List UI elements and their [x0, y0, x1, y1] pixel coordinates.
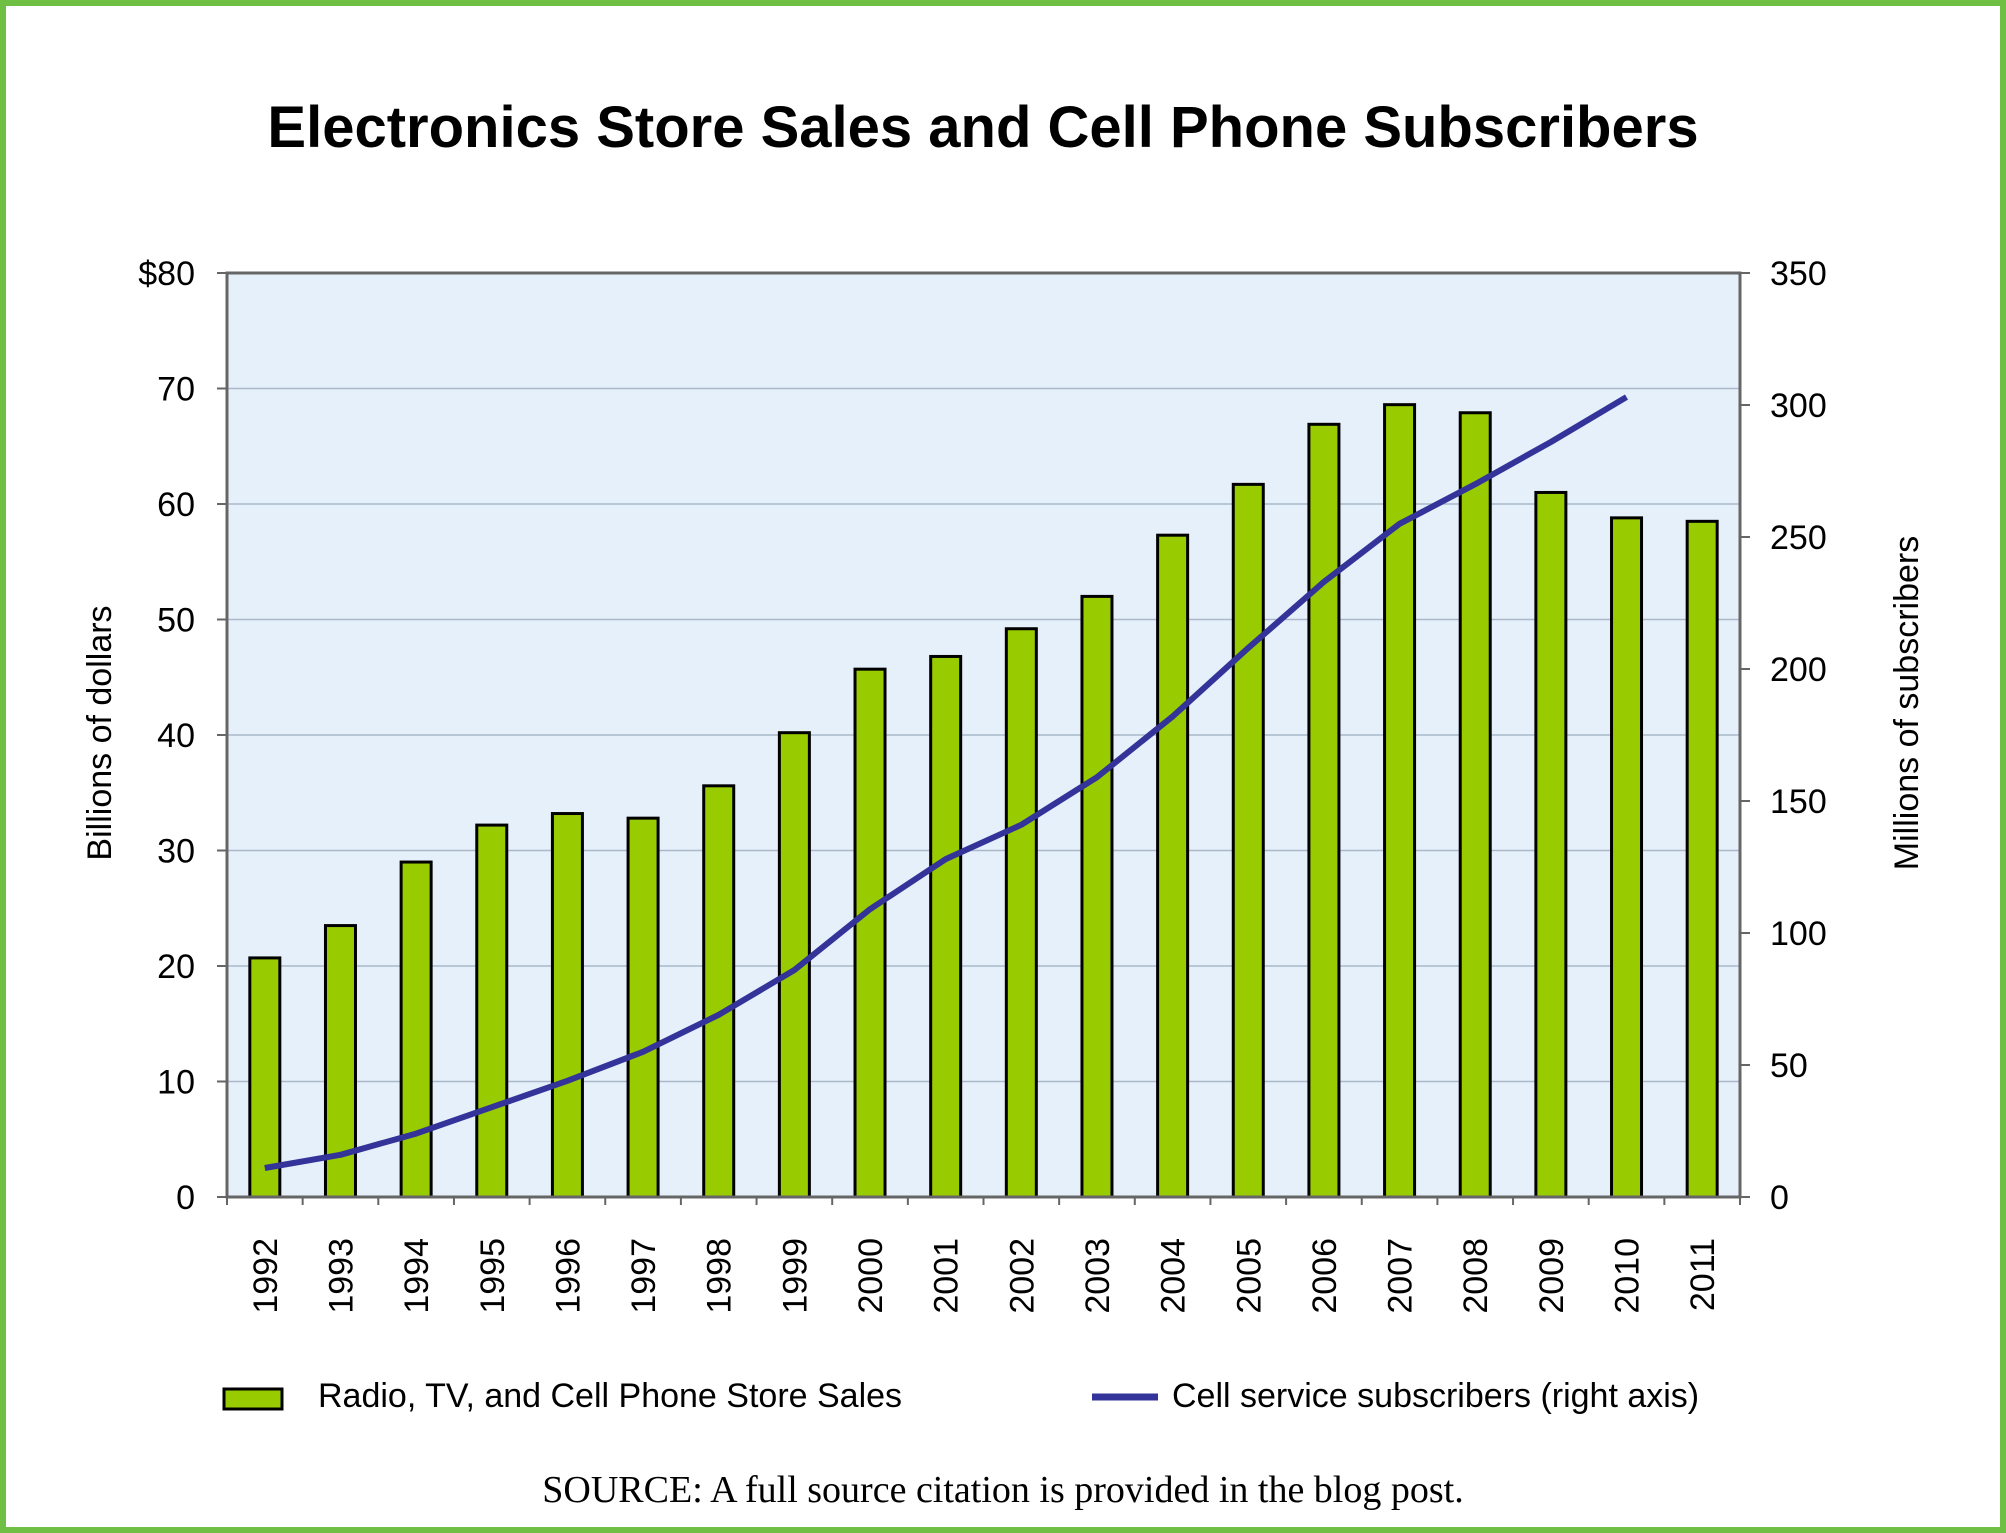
left-tick-label: 70 [157, 371, 195, 409]
right-axis-ticks: 0 50 100 150 200 250 300 350 [1740, 255, 1827, 1217]
x-tick-label: 1994 [398, 1238, 436, 1314]
bar-2006 [1307, 422, 1341, 1199]
legend-bar-swatch [222, 1387, 284, 1411]
x-tick-label: 2004 [1155, 1238, 1193, 1314]
left-tick-label: 0 [176, 1179, 195, 1217]
legend-bar-label: Radio, TV, and Cell Phone Store Sales [318, 1377, 902, 1415]
x-tick-label: 2011 [1684, 1238, 1722, 1311]
right-tick-label: 200 [1770, 651, 1827, 689]
x-tick-label: 2007 [1382, 1238, 1420, 1314]
left-tick-label: 50 [157, 602, 195, 640]
chart-title: Electronics Store Sales and Cell Phone S… [267, 95, 1698, 160]
bar-1994 [399, 860, 433, 1199]
bar-2010 [1610, 516, 1644, 1199]
x-tick-label: 2008 [1457, 1238, 1495, 1314]
legend: Radio, TV, and Cell Phone Store Sales Ce… [222, 1377, 1699, 1415]
right-axis-title: Millions of subscribers [1888, 536, 1926, 870]
bar-2000 [853, 667, 887, 1199]
left-tick-label: $80 [138, 255, 195, 293]
right-tick-label: 350 [1770, 255, 1827, 293]
right-tick-label: 0 [1770, 1179, 1789, 1217]
left-tick-label: 20 [157, 948, 195, 986]
bar-1995 [475, 823, 509, 1199]
bar-2002 [1004, 627, 1038, 1199]
right-tick-label: 50 [1770, 1047, 1808, 1085]
x-tick-label: 1995 [474, 1238, 512, 1314]
bar-2003 [1080, 594, 1114, 1199]
x-tick-label: 2006 [1306, 1238, 1344, 1314]
legend-line-label: Cell service subscribers (right axis) [1172, 1377, 1699, 1415]
right-tick-label: 100 [1770, 915, 1827, 953]
bar-1998 [702, 784, 736, 1199]
left-tick-label: 10 [157, 1064, 195, 1102]
right-tick-label: 150 [1770, 783, 1827, 821]
left-tick-label: 60 [157, 486, 195, 524]
x-tick-label: 1996 [549, 1238, 587, 1314]
bar-1996 [550, 812, 584, 1199]
x-tick-label: 2010 [1609, 1238, 1647, 1314]
x-tick-label: 2003 [1079, 1238, 1117, 1314]
bar-2005 [1231, 482, 1265, 1199]
bar-2004 [1156, 533, 1190, 1199]
x-tick-label: 1993 [323, 1238, 361, 1314]
subscribers-line [264, 394, 1629, 1171]
right-tick-label: 300 [1770, 387, 1827, 425]
x-tick-label: 2005 [1230, 1238, 1268, 1314]
x-tick-label: 1998 [701, 1238, 739, 1314]
right-tick-label: 250 [1770, 519, 1827, 557]
left-tick-label: 40 [157, 717, 195, 755]
x-tick-label: 2002 [1003, 1238, 1041, 1314]
bar-1997 [626, 816, 660, 1199]
left-axis-ticks: 0 10 20 30 40 50 60 70 $80 [138, 255, 227, 1217]
x-tick-label: 2000 [852, 1238, 890, 1314]
source-note: SOURCE: A full source citation is provid… [542, 1469, 1463, 1511]
left-axis-title: Billions of dollars [81, 605, 119, 860]
x-tick-label: 2009 [1533, 1238, 1571, 1314]
x-tick-label: 1992 [247, 1238, 285, 1314]
x-tick-label: 1999 [776, 1238, 814, 1314]
bar-2009 [1534, 490, 1568, 1199]
left-tick-label: 30 [157, 833, 195, 871]
x-tick-label: 1997 [625, 1238, 663, 1314]
x-tick-label: 2001 [928, 1238, 966, 1314]
bar-2008 [1458, 411, 1492, 1199]
bar-1992 [248, 956, 282, 1199]
bar-2001 [929, 654, 963, 1199]
x-axis-ticks: 1992 1993 1994 1995 1996 1997 1998 1999 2000 2001… [226, 1197, 1741, 1314]
bar-2011 [1685, 519, 1719, 1199]
